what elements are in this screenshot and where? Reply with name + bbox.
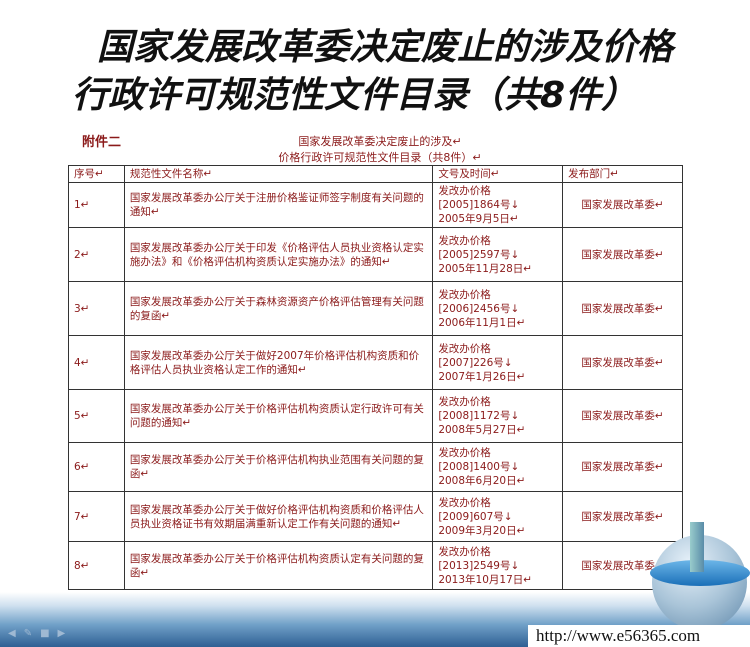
doc-prefix: 发改办价格 [438, 496, 491, 509]
table-row: 2↵ 国家发展改革委办公厅关于印发《价格评估人员执业资格认定实施办法》和《价格评… [68, 227, 683, 282]
table-header-row: 序号↵ 规范性文件名称↵ 文号及时间↵ 发布部门↵ [68, 165, 683, 183]
document-name: 国家发展改革委办公厅关于价格评估机构资质认定有关问题的复函↵ [123, 541, 434, 590]
document-name: 国家发展改革委办公厅关于森林资源资产价格评估管理有关问题的复函↵ [123, 281, 434, 336]
row-number: 2↵ [68, 227, 125, 282]
watermark-url: http://www.e56365.com [528, 625, 750, 647]
doc-date: 2005年11月28日↵ [438, 262, 533, 275]
table-row: 7↵ 国家发展改革委办公厅关于做好价格评估机构资质和价格评估人员执业资格证书有效… [68, 491, 683, 542]
issuing-department: 国家发展改革委↵ [562, 182, 683, 228]
doc-number: [2008]1400号↓ [438, 461, 520, 473]
doc-number: [2009]607号↓ [438, 510, 513, 523]
header-doc-date: 文号及时间↵ [432, 165, 564, 183]
document-table: 序号↵ 规范性文件名称↵ 文号及时间↵ 发布部门↵ 1↵ 国家发展改革委办公厅关… [68, 165, 683, 590]
document-number-date: 发改办价格 [2008]1400号↓ 2008年6月20日↵ [432, 442, 564, 492]
document-number-date: 发改办价格 [2005]1864号↓ 2005年9月5日↵ [432, 182, 564, 228]
doc-number: [2007]226号↓ [438, 356, 513, 369]
building-icon [690, 522, 704, 572]
document-number-date: 发改办价格 [2007]226号↓ 2007年1月26日↵ [432, 335, 564, 390]
menu-icon[interactable]: ■ [40, 628, 50, 639]
table-row: 8↵ 国家发展改革委办公厅关于价格评估机构资质认定有关问题的复函↵ 发改办价格[… [68, 541, 683, 590]
row-number: 6↵ [68, 442, 125, 492]
document-title-line2: 价格行政许可规范性文件目录（共8件）↵ [278, 151, 482, 164]
doc-prefix: 发改办价格 [438, 342, 491, 355]
row-number: 4↵ [68, 335, 125, 390]
doc-number: [2005]2597号↓ [438, 248, 520, 261]
doc-date: 2007年1月26日↵ [438, 370, 526, 383]
issuing-department: 国家发展改革委↵ [562, 442, 683, 492]
document-title-line1: 国家发展改革委决定废止的涉及↵ [298, 135, 462, 148]
document-name: 国家发展改革委办公厅关于印发《价格评估人员执业资格认定实施办法》和《价格评估机构… [123, 227, 434, 282]
doc-number: [2013]2549号↓ [438, 559, 520, 572]
document-name: 国家发展改革委办公厅关于价格评估机构资质认定行政许可有关问题的通知↵ [123, 389, 434, 443]
header-no: 序号↵ [68, 165, 125, 183]
document-number-date: 发改办价格 [2006]2456号↓ 2006年11月1日↵ [432, 281, 564, 336]
document-name: 国家发展改革委办公厅关于价格评估机构执业范围有关问题的复函↵ [123, 442, 434, 492]
document-number-date: 发改办价格 [2013]2549号↓ 2013年10月17日↵ [432, 541, 564, 590]
row-number: 8↵ [68, 541, 125, 590]
row-number: 1↵ [68, 182, 125, 228]
doc-number: [2008]1172号↓ [438, 410, 520, 422]
doc-prefix: 发改办价格 [438, 447, 491, 459]
annex-label: 附件二 [82, 135, 122, 150]
slideshow-controls: ◀ ✎ ■ ▶ [8, 628, 65, 639]
prev-icon[interactable]: ◀ [8, 628, 16, 639]
doc-date: 2013年10月17日↵ [438, 573, 533, 586]
issuing-department: 国家发展改革委↵ [562, 335, 683, 390]
pen-icon[interactable]: ✎ [23, 628, 33, 639]
doc-date: 2005年9月5日↵ [438, 213, 519, 225]
table-row: 3↵ 国家发展改革委办公厅关于森林资源资产价格评估管理有关问题的复函↵ 发改办价… [68, 281, 683, 336]
doc-date: 2008年6月20日↵ [438, 475, 526, 487]
issuing-department: 国家发展改革委↵ [562, 389, 683, 443]
table-row: 4↵ 国家发展改革委办公厅关于做好2007年价格评估机构资质和价格评估人员执业资… [68, 335, 683, 390]
doc-date: 2009年3月20日↵ [438, 524, 526, 537]
doc-prefix: 发改办价格 [438, 288, 491, 301]
document-number-date: 发改办价格 [2008]1172号↓ 2008年5月27日↵ [432, 389, 564, 443]
doc-prefix: 发改办价格 [438, 185, 491, 197]
document-number-date: 发改办价格 [2005]2597号↓ 2005年11月28日↵ [432, 227, 564, 282]
doc-date: 2008年5月27日↵ [438, 424, 526, 436]
table-row: 5↵ 国家发展改革委办公厅关于价格评估机构资质认定行政许可有关问题的通知↵ 发改… [68, 389, 683, 443]
table-row: 6↵ 国家发展改革委办公厅关于价格评估机构执业范围有关问题的复函↵ 发改办价格 [… [68, 442, 683, 492]
row-number: 3↵ [68, 281, 125, 336]
doc-date: 2006年11月1日↵ [438, 316, 526, 329]
header-dept: 发布部门↵ [562, 165, 683, 183]
next-icon[interactable]: ▶ [57, 628, 66, 639]
document-name: 国家发展改革委办公厅关于做好价格评估机构资质和价格评估人员执业资格证书有效期届满… [123, 491, 434, 542]
row-number: 5↵ [68, 389, 125, 443]
issuing-department: 国家发展改革委↵ [562, 491, 683, 542]
doc-prefix: 发改办价格 [438, 545, 491, 558]
row-number: 7↵ [68, 491, 125, 542]
header-name: 规范性文件名称↵ [123, 165, 434, 183]
issuing-department: 国家发展改革委↵ [562, 281, 683, 336]
doc-number: [2006]2456号↓ [438, 302, 520, 315]
doc-prefix: 发改办价格 [438, 234, 491, 247]
doc-number: [2005]1864号↓ [438, 199, 520, 211]
table-row: 1↵ 国家发展改革委办公厅关于注册价格鉴证师签字制度有关问题的通知↵ 发改办价格… [68, 182, 683, 228]
document-number-date: 发改办价格 [2009]607号↓ 2009年3月20日↵ [432, 491, 564, 542]
slide-title-line1: 国家发展改革委决定废止的涉及价格 [96, 27, 673, 68]
document-name: 国家发展改革委办公厅关于注册价格鉴证师签字制度有关问题的通知↵ [123, 182, 434, 228]
document-name: 国家发展改革委办公厅关于做好2007年价格评估机构资质和价格评估人员执业资格认定… [123, 335, 434, 390]
slide-title-line2: 行政许可规范性文件目录（共8件） [72, 75, 638, 116]
doc-prefix: 发改办价格 [438, 396, 491, 408]
issuing-department: 国家发展改革委↵ [562, 227, 683, 282]
